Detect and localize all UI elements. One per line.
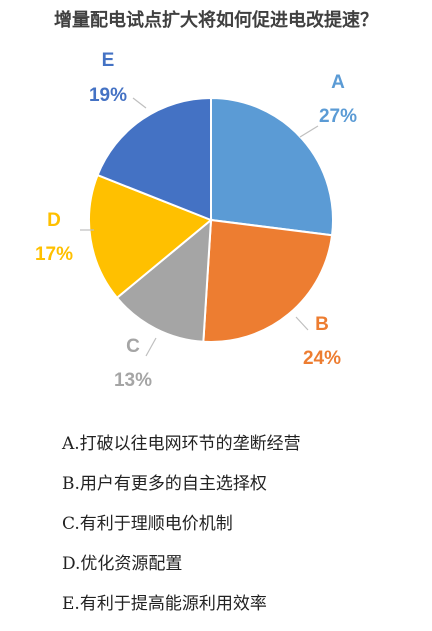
pie-slice-a (210, 96, 334, 237)
slice-labels: A 27% B 24% C 13% D 17% E 19% (35, 50, 357, 391)
leader-line-c (145, 337, 157, 357)
slice-value-c: 13% (114, 370, 152, 391)
pie-slice-c (115, 217, 213, 343)
slice-value-d: 17% (35, 244, 73, 265)
slice-label-d: D (47, 210, 61, 231)
leader-line-b (295, 316, 309, 331)
leader-lines (80, 97, 319, 357)
slice-label-b: B (315, 314, 329, 335)
slice-value-e: 19% (89, 85, 127, 106)
chart-title: 增量配电试点扩大将如何促进电改提速？ (54, 10, 378, 31)
slice-label-c: C (126, 336, 140, 357)
option-b[interactable]: B.用户有更多的自主选择权 (62, 474, 267, 494)
leader-line-e (132, 97, 147, 109)
pie-slices (88, 96, 334, 343)
leader-line-a (299, 125, 319, 138)
pie-slice-b (202, 218, 334, 343)
option-e[interactable]: E.有利于提高能源利用效率 (62, 594, 267, 614)
slice-label-a: A (331, 72, 345, 93)
pie-chart: A 27% B 24% C 13% D 17% E 19% (35, 50, 357, 391)
answer-options: A.打破以往电网环节的垄断经营 B.用户有更多的自主选择权 C.有利于理顺电价机… (62, 424, 301, 624)
slice-value-b: 24% (303, 348, 341, 369)
option-a[interactable]: A.打破以往电网环节的垄断经营 (62, 434, 301, 454)
pie-slice-e (96, 96, 212, 222)
slice-value-a: 27% (319, 106, 357, 127)
option-c[interactable]: C.有利于理顺电价机制 (62, 514, 233, 534)
pie-slice-d (88, 173, 213, 300)
slice-label-e: E (102, 50, 115, 71)
option-d[interactable]: D.优化资源配置 (62, 554, 183, 574)
